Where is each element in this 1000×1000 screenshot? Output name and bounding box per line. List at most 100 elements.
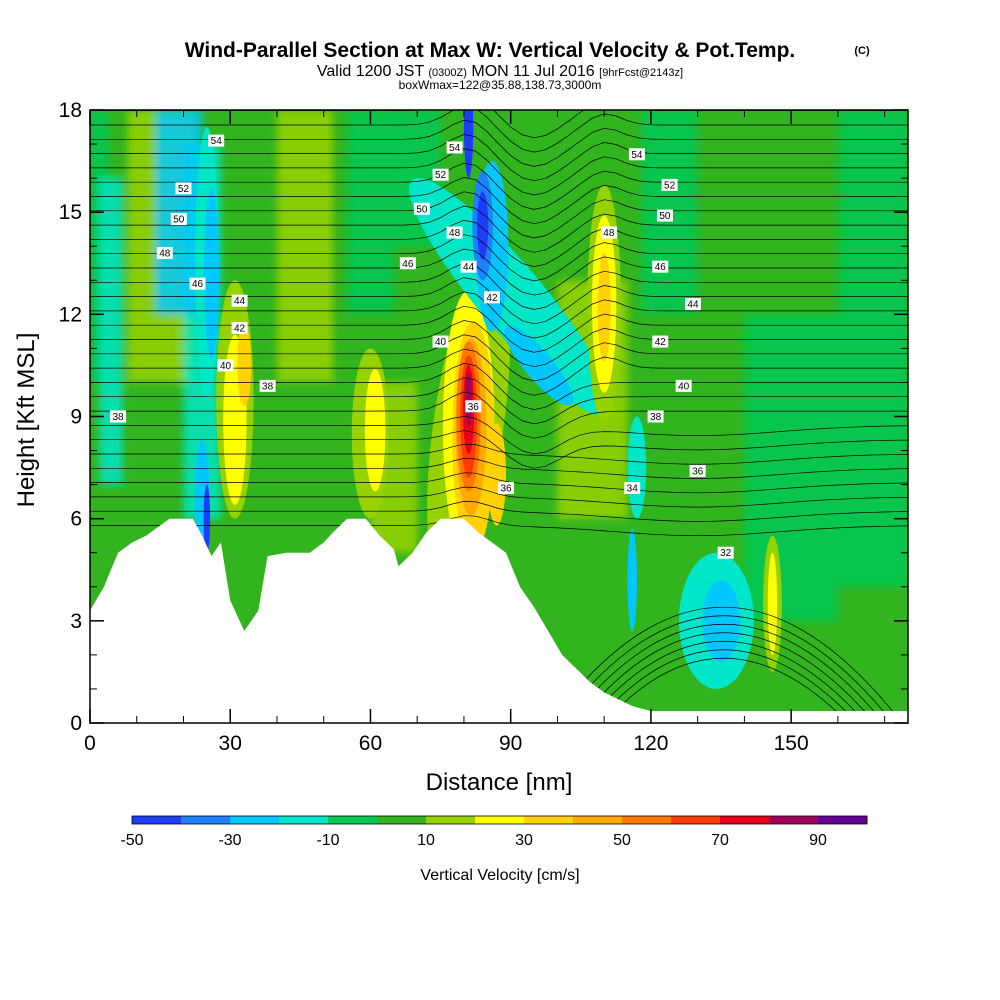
- colorbar-label-3: 10: [417, 832, 435, 849]
- isentrope-label-bg-14: [399, 257, 416, 270]
- y-tick-label-1: 3: [70, 610, 82, 633]
- velocity-core-7: [465, 372, 472, 427]
- isentrope-label-19: 36: [500, 484, 512, 495]
- motion-band-5: [276, 110, 334, 383]
- colorbar-bin-2: [230, 816, 280, 824]
- isentrope-low-1: [566, 615, 885, 714]
- isentrope-22: [90, 191, 908, 239]
- isentrope-4: [90, 458, 908, 479]
- colorbar-title: Vertical Velocity [cm/s]: [420, 867, 579, 884]
- isentrope-label-bg-11: [432, 168, 449, 181]
- isentrope-label-9: 38: [112, 412, 124, 423]
- isentrope-low-6: [613, 658, 839, 714]
- isentrope-low-5: [603, 649, 848, 714]
- y-tick-label-5: 15: [59, 201, 82, 224]
- isentrope-label-bg-2: [170, 212, 187, 225]
- isentrope-9: [90, 377, 908, 425]
- colorbar-label-0: -50: [120, 832, 143, 849]
- colorbar-label-4: 30: [515, 832, 533, 849]
- isentrope-1: [90, 501, 908, 522]
- isentrope-label-bg-5: [231, 294, 248, 307]
- isentrope-label-bg-10: [446, 141, 463, 154]
- velocity-core-11: [477, 191, 489, 260]
- velocity-core-32: [627, 416, 647, 519]
- y-tick-label-2: 6: [70, 508, 82, 531]
- motion-band-1: [99, 178, 123, 485]
- potential-temperature-contours: [90, 110, 908, 714]
- isentrope-23: [90, 177, 908, 225]
- velocity-core-19: [237, 324, 252, 407]
- isentrope-label-bg-0: [208, 134, 225, 147]
- colorbar-label-6: 70: [711, 832, 729, 849]
- chart-title: Wind-Parallel Section at Max W: Vertical…: [185, 39, 796, 62]
- y-tick-label-6: 18: [59, 99, 82, 122]
- colorbar-bin-1: [181, 816, 231, 824]
- isentrope-label-bg-26: [652, 335, 669, 348]
- contour-labels: 54 52 50 48 46 44 42 40 38 38 54 52 50 48 46 44 42 40 36 36…: [110, 134, 734, 559]
- isentrope-20: [90, 219, 908, 267]
- velocity-core-16: [597, 253, 611, 363]
- colorbar-bin-12: [720, 816, 770, 824]
- isentrope-label-25: 44: [687, 300, 699, 311]
- isentrope-label-15: 44: [463, 262, 475, 273]
- isentrope-label-bg-13: [446, 226, 463, 239]
- isentrope-label-11: 52: [435, 170, 447, 181]
- isentrope-label-bg-21: [628, 148, 645, 161]
- plot-area: 54 52 50 48 46 44 42 40 38 38 54 52 50 48 46 44 42 40 36 36…: [90, 110, 908, 723]
- weak-motion-areas: [90, 110, 908, 621]
- isentrope-label-0: 54: [211, 136, 223, 147]
- isentrope-label-5: 44: [234, 296, 246, 307]
- colorbar-bin-11: [671, 816, 721, 824]
- isentrope-label-bg-3: [156, 247, 173, 260]
- colorbar-label-1: -30: [218, 832, 241, 849]
- velocity-core-26: [487, 423, 507, 526]
- y-tick-label-4: 12: [59, 303, 82, 326]
- motion-band-11: [744, 314, 838, 621]
- motion-band-12: [837, 110, 908, 587]
- x-tick-label-2: 60: [359, 732, 382, 755]
- colorbar-frame: [131, 815, 868, 825]
- copyright-mark: (C): [854, 45, 870, 57]
- isentrope-27: [90, 119, 908, 167]
- x-tick-label-4: 120: [633, 732, 668, 755]
- isentrope-label-bg-4: [189, 277, 206, 290]
- isentrope-8: [90, 391, 908, 439]
- colorbar-bin-4: [328, 816, 378, 824]
- velocity-core-30: [767, 552, 778, 655]
- isentrope-label-bg-25: [684, 298, 701, 311]
- isentrope-14: [90, 305, 908, 353]
- isentrope-label-bg-12: [413, 202, 430, 215]
- isentrope-label-bg-24: [652, 260, 669, 273]
- velocity-core-23: [203, 484, 211, 553]
- isentrope-17: [90, 262, 908, 310]
- isentrope-2: [90, 486, 908, 508]
- isentrope-label-bg-1: [175, 182, 192, 195]
- y-axis-label: Height [Kft MSL]: [13, 333, 40, 508]
- isentrope-13: [90, 320, 908, 368]
- chart-subtitle-box: boxWmax=122@35.88,138.73,3000m: [399, 78, 602, 92]
- x-tick-label-3: 90: [499, 732, 522, 755]
- velocity-core-31: [627, 528, 637, 632]
- isentrope-label-18: 36: [468, 402, 480, 413]
- colorbar-label-2: -10: [316, 832, 339, 849]
- isentrope-label-bg-9: [110, 410, 127, 423]
- isentrope-label-3: 48: [159, 249, 171, 260]
- isentrope-28: [90, 110, 908, 153]
- isentrope-label-8: 38: [262, 381, 274, 392]
- colorbar-bin-8: [524, 816, 574, 824]
- isentrope-label-2: 50: [173, 214, 185, 225]
- isentrope-label-1: 52: [178, 184, 190, 195]
- isentrope-label-23: 50: [659, 211, 671, 222]
- isentrope-label-31: 32: [720, 548, 732, 559]
- x-tick-label-5: 150: [774, 732, 809, 755]
- isentrope-label-7: 40: [220, 361, 232, 372]
- isentrope-label-bg-27: [675, 379, 692, 392]
- isentrope-label-6: 42: [234, 323, 246, 334]
- isentrope-label-bg-7: [217, 359, 234, 372]
- isentrope-25: [90, 148, 908, 196]
- isentrope-low-4: [594, 641, 857, 714]
- isentrope-label-bg-31: [717, 546, 734, 559]
- colorbar: -50 -30 -10 10 30 50 70 90: [120, 815, 868, 849]
- isentrope-label-24: 46: [655, 262, 667, 273]
- isentrope-label-bg-15: [460, 260, 477, 273]
